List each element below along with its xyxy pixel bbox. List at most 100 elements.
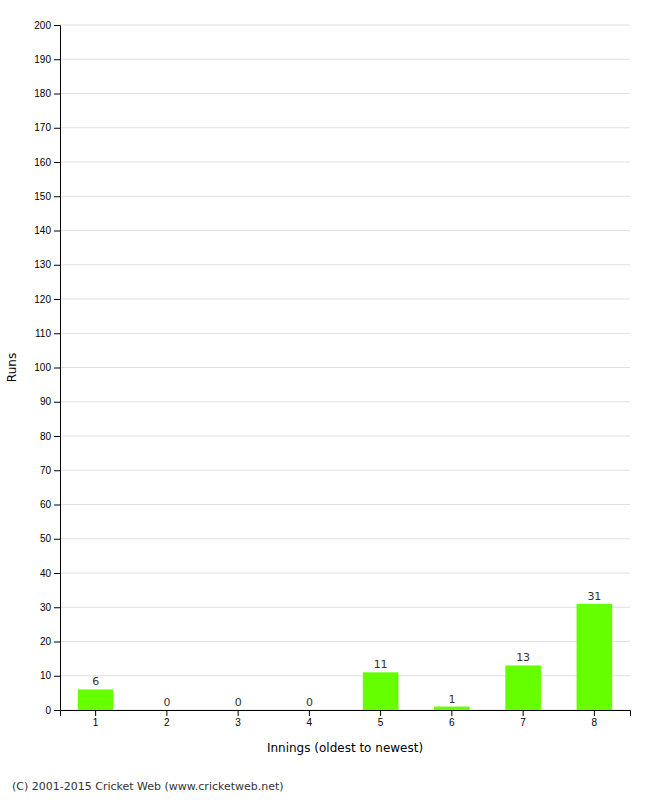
y-tick-mark xyxy=(54,573,60,574)
y-tick: 90 xyxy=(40,396,60,407)
data-label: 0 xyxy=(306,696,313,709)
y-tick-mark xyxy=(54,128,60,129)
x-tick-mark xyxy=(95,710,96,716)
grid-line xyxy=(60,470,630,471)
y-tick: 20 xyxy=(40,636,60,647)
grid-line xyxy=(60,264,630,265)
data-label: 0 xyxy=(235,696,242,709)
x-tick-mark xyxy=(594,710,595,716)
x-tick-label: 3 xyxy=(235,717,241,728)
y-tick-label: 100 xyxy=(34,362,51,373)
grid-line xyxy=(60,162,630,163)
y-tick: 200 xyxy=(34,20,60,31)
y-tick-label: 40 xyxy=(40,568,52,579)
footer: (C) 2001-2015 Cricket Web (www.cricketwe… xyxy=(12,780,284,793)
y-tick-mark xyxy=(54,436,60,437)
y-axis-line xyxy=(54,26,61,711)
y-tick-label: 190 xyxy=(34,54,51,65)
grid-line xyxy=(60,573,630,574)
y-tick-mark xyxy=(54,196,60,197)
bars xyxy=(78,604,612,710)
x-axis-title: Innings (oldest to newest) xyxy=(267,741,423,755)
grid-line xyxy=(60,127,630,128)
x-tick-label: 6 xyxy=(449,717,455,728)
grid-line xyxy=(60,401,630,402)
grid-line xyxy=(60,538,630,539)
y-tick: 140 xyxy=(34,225,60,236)
y-tick-label: 130 xyxy=(34,259,51,270)
y-tick-mark xyxy=(54,231,60,232)
y-tick-label: 70 xyxy=(40,465,52,476)
y-tick: 160 xyxy=(34,157,60,168)
y-tick-mark xyxy=(54,642,60,643)
bar xyxy=(220,710,256,711)
grid-line xyxy=(60,367,630,368)
x-tick: 1 xyxy=(93,710,99,728)
y-tick-label: 10 xyxy=(40,670,52,681)
y-tick-label: 200 xyxy=(34,20,51,31)
data-label: 13 xyxy=(516,651,530,664)
y-tick-mark xyxy=(54,607,60,608)
grid-line xyxy=(60,93,630,94)
grid-line xyxy=(60,607,630,608)
y-tick: 100 xyxy=(34,362,60,373)
y-tick-mark xyxy=(54,710,60,711)
grid-line xyxy=(60,230,630,231)
y-tick-mark xyxy=(54,402,60,403)
y-tick-label: 150 xyxy=(34,191,51,202)
x-tick: 8 xyxy=(592,710,598,728)
x-tick: 4 xyxy=(307,710,313,728)
y-tick: 80 xyxy=(40,431,60,442)
grid-line xyxy=(60,196,630,197)
y-tick-mark xyxy=(54,470,60,471)
bar xyxy=(292,710,328,711)
x-tick: 5 xyxy=(378,710,384,728)
y-tick: 50 xyxy=(40,533,60,544)
y-tick-mark xyxy=(54,94,60,95)
y-axis-title: Runs xyxy=(5,353,19,382)
y-tick: 150 xyxy=(34,191,60,202)
x-tick: 7 xyxy=(520,710,526,728)
grid-line xyxy=(60,641,630,642)
bar xyxy=(149,710,185,711)
grid-line xyxy=(60,59,630,60)
y-tick: 30 xyxy=(40,602,60,613)
grid-line xyxy=(60,675,630,676)
y-tick-label: 0 xyxy=(45,705,51,716)
y-tick: 110 xyxy=(35,328,60,339)
x-tick-mark xyxy=(523,710,524,716)
y-tick: 190 xyxy=(34,54,60,65)
x-tick-mark xyxy=(309,710,310,716)
y-tick: 130 xyxy=(34,259,60,270)
data-label: 0 xyxy=(163,696,170,709)
y-tick: 40 xyxy=(40,568,60,579)
plot: 6000111133112345678010203040506070809010… xyxy=(34,20,630,728)
data-labels: 60001111331 xyxy=(92,590,601,709)
y-tick-label: 90 xyxy=(40,396,52,407)
x-tick-mark xyxy=(380,710,381,716)
data-label: 11 xyxy=(374,658,388,671)
y-tick-mark xyxy=(54,368,60,369)
y-tick-label: 170 xyxy=(34,122,51,133)
grid-line xyxy=(60,504,630,505)
x-tick-label: 5 xyxy=(378,717,384,728)
y-tick-label: 110 xyxy=(35,328,51,339)
y-tick: 170 xyxy=(34,122,60,133)
grid-line xyxy=(60,25,630,26)
x-tick: 6 xyxy=(449,710,455,728)
y-tick: 60 xyxy=(40,499,60,510)
y-tick: 10 xyxy=(40,670,60,681)
y-tick-label: 80 xyxy=(40,431,52,442)
y-tick-label: 20 xyxy=(40,636,52,647)
y-tick-mark xyxy=(54,265,60,266)
grid-line xyxy=(60,299,630,300)
x-tick: 3 xyxy=(235,710,241,728)
x-tick-label: 4 xyxy=(307,717,313,728)
bar xyxy=(363,672,399,710)
y-tick-label: 50 xyxy=(40,533,52,544)
chart: 6000111133112345678010203040506070809010… xyxy=(0,0,650,800)
y-tick-mark xyxy=(54,59,60,60)
x-tick-mark xyxy=(238,710,239,716)
y-tick-label: 60 xyxy=(40,499,52,510)
y-tick-mark xyxy=(54,539,60,540)
